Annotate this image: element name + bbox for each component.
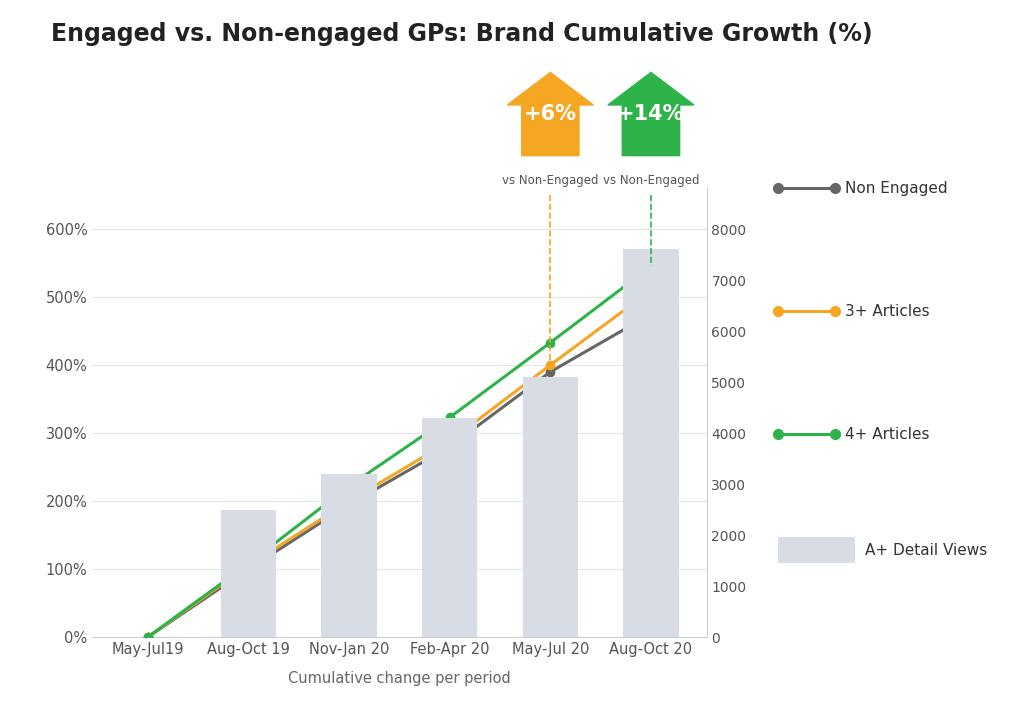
Bar <box>221 510 276 637</box>
Bar <box>522 377 578 637</box>
Text: Non Engaged: Non Engaged <box>845 181 947 195</box>
Text: A+ Detail Views: A+ Detail Views <box>865 543 987 557</box>
Text: vs Non-Engaged: vs Non-Engaged <box>502 174 599 187</box>
Text: +14%: +14% <box>617 104 685 124</box>
Bar <box>422 418 477 637</box>
Text: 3+ Articles: 3+ Articles <box>845 304 930 319</box>
X-axis label: Cumulative change per period: Cumulative change per period <box>288 671 511 686</box>
Text: Engaged vs. Non-engaged GPs: Brand Cumulative Growth (%): Engaged vs. Non-engaged GPs: Brand Cumul… <box>51 22 872 46</box>
Bar <box>322 474 377 637</box>
Text: +6%: +6% <box>524 104 577 124</box>
Text: 4+ Articles: 4+ Articles <box>845 427 930 442</box>
Text: vs Non-Engaged: vs Non-Engaged <box>603 174 699 187</box>
Bar <box>624 250 679 637</box>
